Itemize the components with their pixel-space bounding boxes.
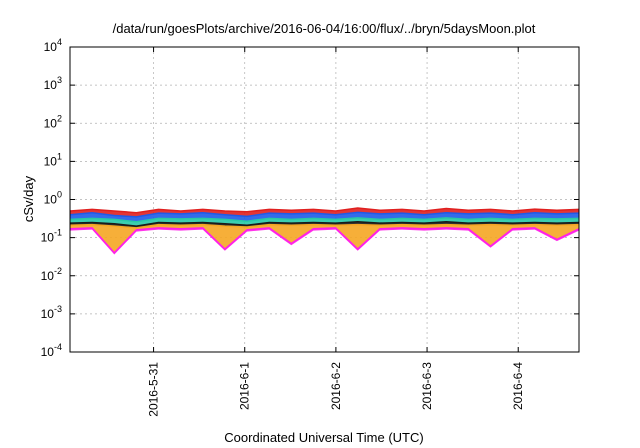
x-tick-label: 2016-5-31	[147, 362, 161, 417]
x-tick-label: 2016-6-3	[420, 362, 434, 410]
y-tick-label: 104	[44, 37, 62, 54]
series-line	[69, 223, 580, 229]
series-line	[69, 227, 580, 254]
x-tick-label: 2016-6-4	[511, 362, 525, 410]
series-line	[69, 221, 580, 227]
series-line	[69, 207, 580, 214]
series-lines	[69, 207, 580, 254]
y-tick-label: 100	[44, 190, 62, 207]
x-tick-label: 2016-6-2	[329, 362, 343, 410]
grid-lines	[70, 47, 579, 352]
series-band	[70, 217, 579, 227]
y-tick-label: 10-3	[41, 304, 62, 321]
y-axis-label: cSv/day	[21, 175, 36, 222]
series-line	[69, 211, 580, 218]
x-tick-label: 2016-6-1	[238, 362, 252, 410]
chart-title: /data/run/goesPlots/archive/2016-06-04/1…	[113, 21, 536, 36]
x-axis: 2016-5-31 2016-6-1 2016-6-2 2016-6-3 2016-6-…	[147, 47, 525, 417]
series-line	[69, 217, 580, 223]
x-axis-label: Coordinated Universal Time (UTC)	[224, 430, 423, 445]
series-band	[70, 212, 579, 222]
y-tick-label: 10-2	[41, 266, 62, 283]
y-tick-label: 101	[44, 151, 62, 168]
y-tick-label: 103	[44, 75, 62, 92]
y-axis: 10-4 10-3 10-2 10-1 100 101 102 103 104	[41, 37, 579, 359]
y-tick-label: 10-4	[41, 342, 62, 359]
y-tick-label: 102	[44, 113, 62, 130]
y-tick-label: 10-1	[41, 228, 62, 245]
